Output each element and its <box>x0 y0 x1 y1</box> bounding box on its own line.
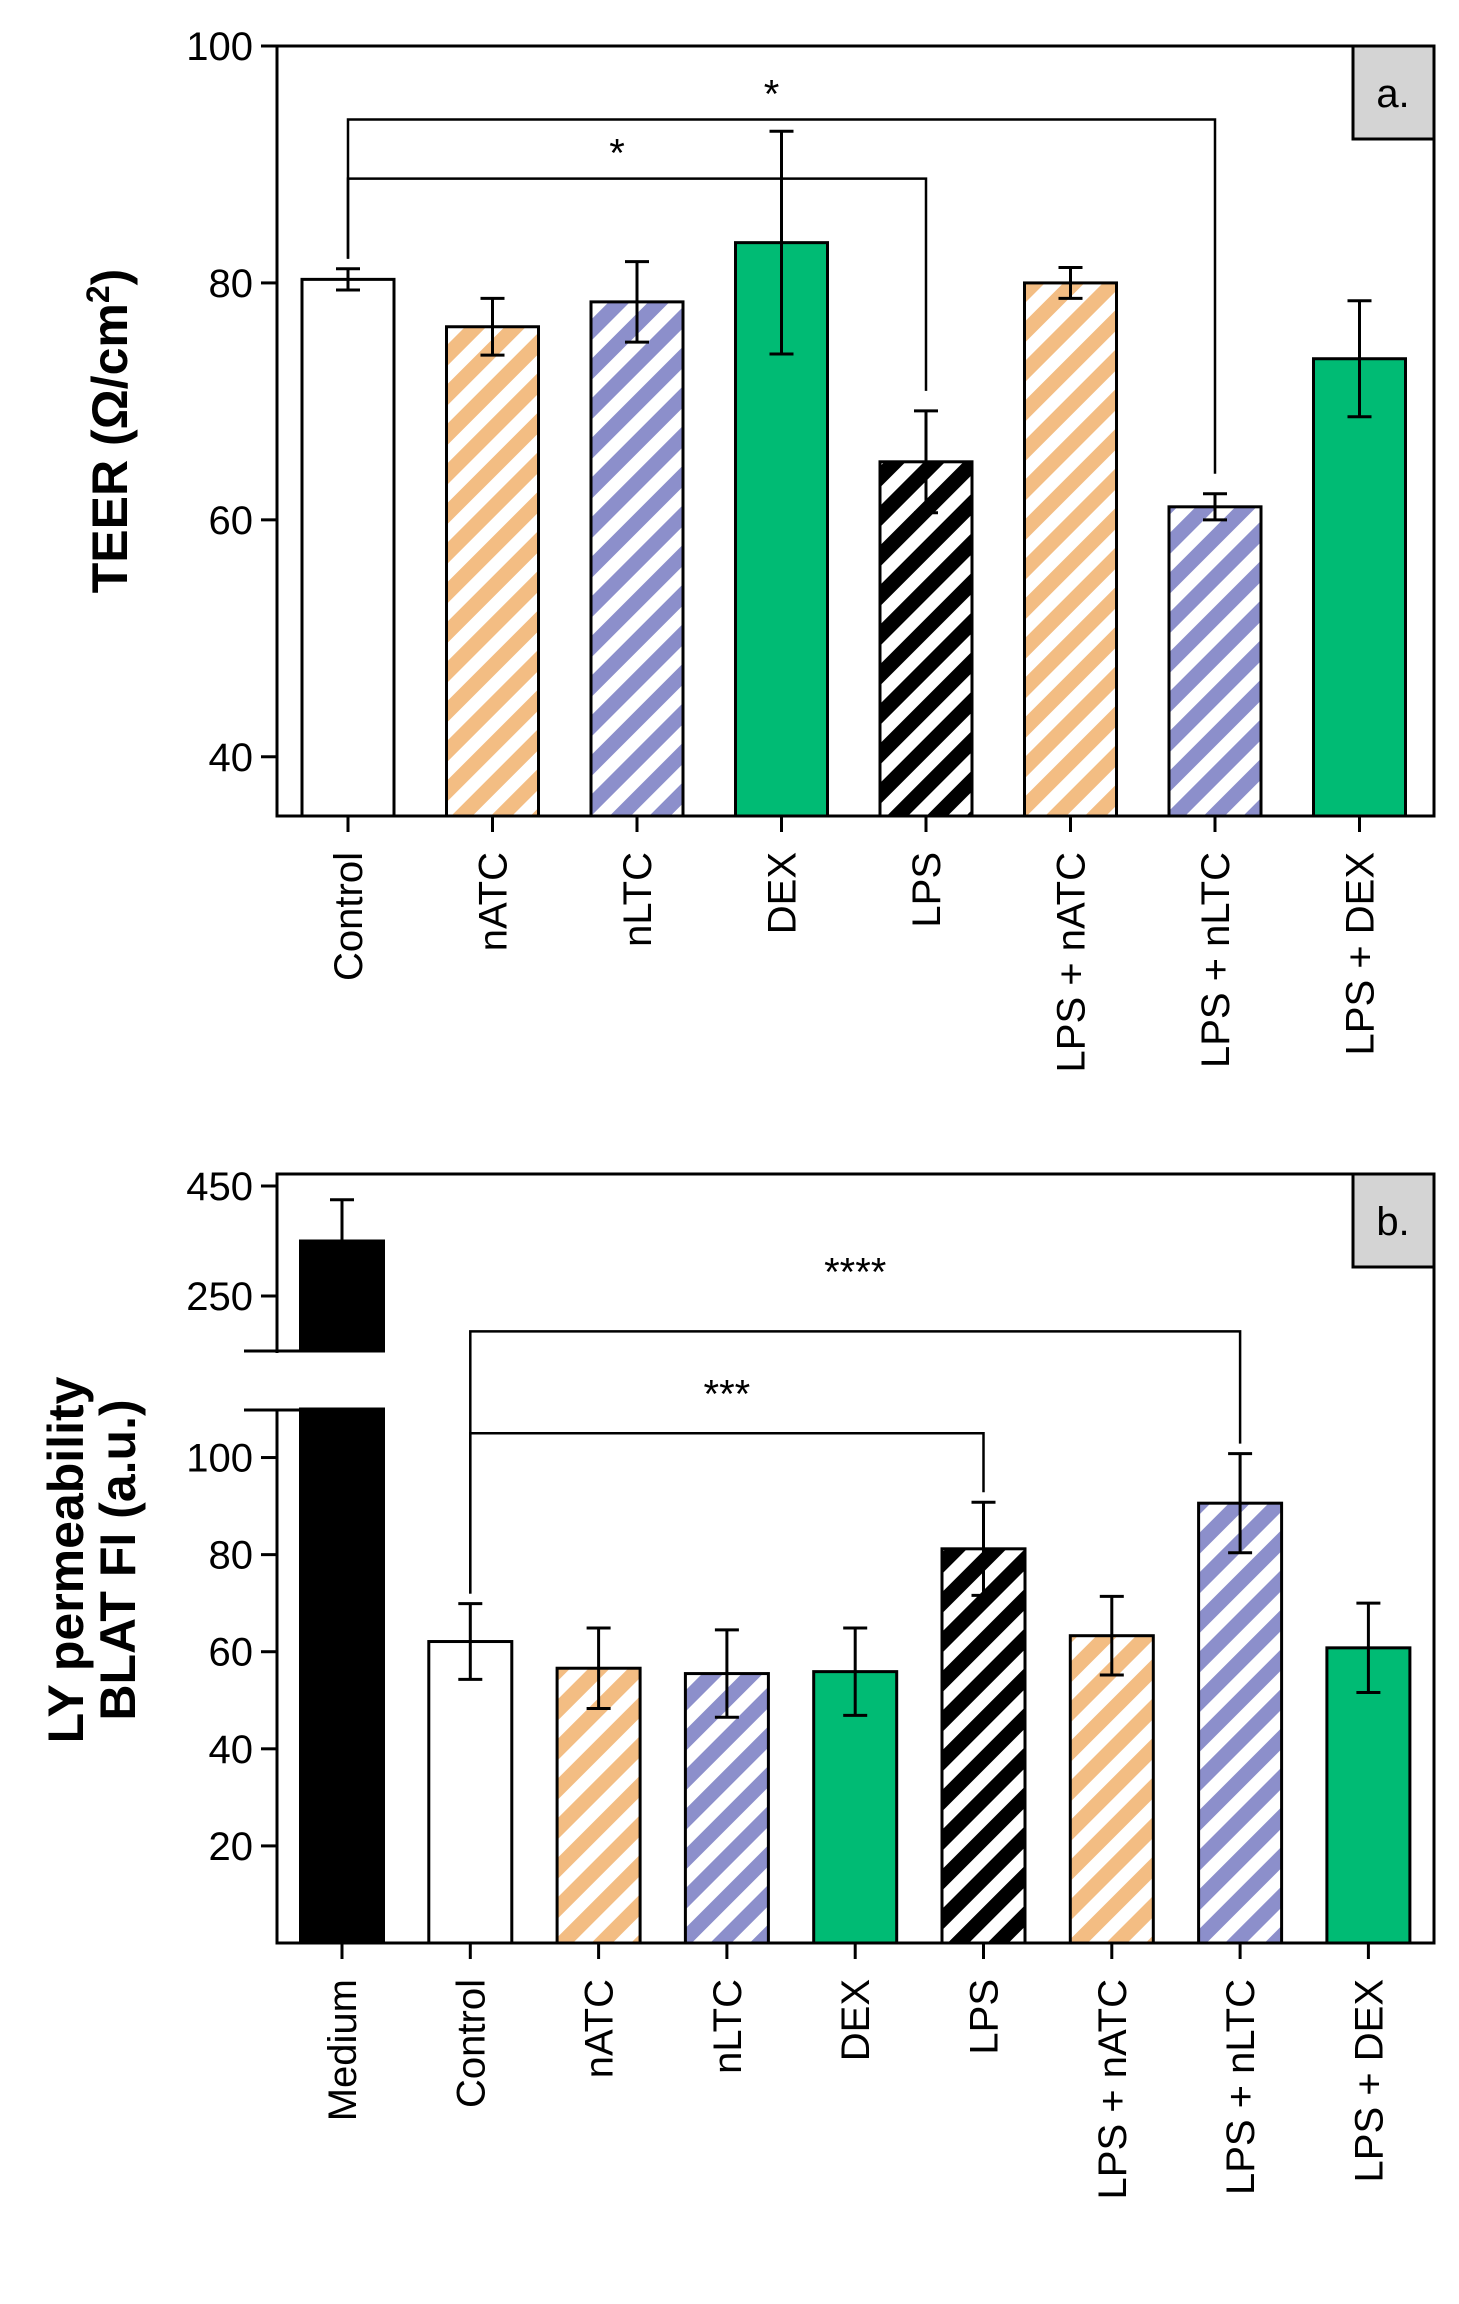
panel-b-bar-lps <box>940 1547 1027 1945</box>
panel-b-label-box <box>1351 1172 1436 1269</box>
panel-a-label-box <box>1351 44 1436 141</box>
panel-b-bar-dex <box>812 1670 899 1945</box>
panel-b-category-label-lps-nltc: LPS + nLTC <box>1219 1979 1263 2195</box>
panel-a-category-label-nltc: nLTC <box>616 852 660 947</box>
panel-b-bar-medium-upper <box>299 1239 385 1353</box>
panel-b-category-label-control: Control <box>449 1979 493 2108</box>
panel-b-bar-control <box>427 1640 514 1945</box>
panel-b-upper-y-tick-label: 250 <box>186 1275 253 1319</box>
panel-a-significance-bracket <box>346 118 1217 474</box>
panel-a-x-axis: Control nATC nLTC DEX LPS LPS + nATC LPS + nLT… <box>327 816 1383 1072</box>
panel-b-category-label-lps-natc: LPS + nATC <box>1091 1979 1135 2199</box>
panel-a-bar-nltc <box>589 300 685 818</box>
panel-b-y-tick-label: 100 <box>186 1437 253 1481</box>
panel-a-bar-lps-nltc <box>1167 505 1263 818</box>
panel-b-category-label-lps: LPS <box>963 1979 1007 2055</box>
panel-a-plot-frame <box>275 44 1436 818</box>
panel-a-significance: ** <box>346 72 1217 474</box>
panel-b-errorbar-lps-nltc <box>1228 1452 1253 1555</box>
panel-b-y-tick-label: 40 <box>209 1728 254 1772</box>
panel-a-bar-lps <box>878 460 974 818</box>
panel-a-errorbar-lps-nltc <box>1203 492 1227 522</box>
panel-a-y-tick-label: 60 <box>209 499 254 543</box>
panel-a-category-label-lps: LPS <box>905 852 949 928</box>
panel-b-x-axis: Medium Control nATC nLTC DEX LPS LPS + nATC LPS… <box>321 1943 1391 2199</box>
panel-b-errorbar-lps <box>971 1500 996 1597</box>
panel-b-errorbar-lps-dex <box>1356 1601 1381 1695</box>
panel-a-errorbar-lps-dex <box>1347 299 1372 419</box>
panel-a-bar-control <box>300 277 396 818</box>
panel-a-bar-natc <box>445 325 540 818</box>
panel-b-significance: ******* <box>469 1250 1242 1594</box>
panel-b-y-axis-title-line2: BLAT FI (a.u.) <box>90 1399 146 1720</box>
panel-b-bar-lps-natc <box>1068 1634 1155 1945</box>
panel-a-significance-label: * <box>609 132 625 176</box>
panel-b-y-tick-label: 20 <box>209 1825 254 1869</box>
panel-a-errorbar-lps <box>914 409 938 515</box>
panel-b-significance-label: *** <box>704 1372 751 1416</box>
panel-a-errorbar-nltc <box>625 260 649 344</box>
panel-b-errorbar-medium <box>330 1198 354 1241</box>
panel-b-bar-medium-lower <box>299 1407 385 1945</box>
panel-b-axis-break-gap <box>268 1353 288 1409</box>
panel-b-category-label-lps-dex: LPS + DEX <box>1347 1979 1391 2182</box>
panel-a-category-label-lps-nltc: LPS + nLTC <box>1194 852 1238 1068</box>
panel-a-y-tick-label: 100 <box>186 25 253 69</box>
panel-b-label: b. <box>1376 1200 1409 1244</box>
panel-a-bar-lps-dex <box>1312 357 1407 818</box>
panel-b-errorbar-lps-natc <box>1099 1594 1124 1677</box>
panel-b-errorbar-nltc <box>714 1628 739 1719</box>
panel-a-y-tick-label: 40 <box>209 736 254 780</box>
panel-b-category-label-nltc: nLTC <box>706 1979 750 2074</box>
panel-b-bar-lps-nltc <box>1197 1501 1284 1945</box>
panel-b-y-axis: 20 40 60 80 100 250 450 <box>186 1165 277 1869</box>
panel-b-errorbar-dex <box>843 1626 868 1717</box>
panel-a-y-axis-title: TEER (Ω/cm2) <box>80 269 138 594</box>
panel-b-errorbar-natc <box>586 1626 611 1711</box>
panel-a-category-label-dex: DEX <box>761 852 805 934</box>
panel-a-significance-label: * <box>764 72 780 116</box>
panel-b-errorbar-control <box>458 1602 483 1681</box>
panel-b-significance-bracket <box>469 1330 1242 1594</box>
panel-b-y-axis-title-line1: LY permeability <box>38 1376 94 1743</box>
panel-b-category-label-medium: Medium <box>321 1979 365 2121</box>
panel-b-category-label-dex: DEX <box>834 1979 878 2061</box>
panel-a-errorbar-dex <box>769 129 794 356</box>
panel-a-category-label-natc: nATC <box>472 852 516 951</box>
panel-b-y-tick-label: 60 <box>209 1631 254 1675</box>
panel-b-bar-natc <box>555 1666 642 1945</box>
panel-a-y-axis: 40 60 80 100 <box>186 25 277 780</box>
panel-a-y-tick-label: 80 <box>209 262 254 306</box>
panel-a-category-label-lps-dex: LPS + DEX <box>1339 852 1383 1055</box>
panel-a-bar-lps-natc <box>1023 281 1118 818</box>
panel-b-bars <box>299 1198 1412 1945</box>
panel-a-errorbar-control <box>336 267 360 292</box>
panel-a-category-label-lps-natc: LPS + nATC <box>1050 852 1094 1072</box>
panel-b-y-tick-label: 80 <box>209 1534 254 1578</box>
panel-a-category-label-control: Control <box>327 852 371 981</box>
panel-a-errorbar-natc <box>480 296 505 357</box>
panel-b-significance-label: **** <box>824 1250 886 1294</box>
panel-a-errorbar-lps-natc <box>1058 266 1083 300</box>
panel-b-significance-bracket <box>469 1432 985 1594</box>
panel-a-bars <box>300 129 1407 818</box>
panel-b-upper-y-tick-label: 450 <box>186 1165 253 1209</box>
panel-a-label: a. <box>1376 72 1409 116</box>
panel-b-category-label-natc: nATC <box>578 1979 622 2078</box>
